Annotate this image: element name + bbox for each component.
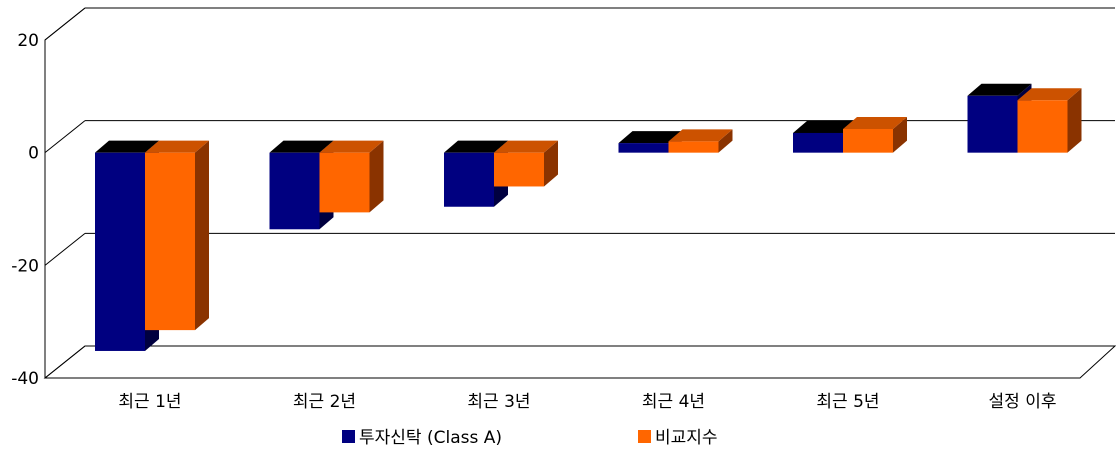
back-wall-left-edge [44, 7, 86, 378]
x-tick-label: 최근 5년 [816, 392, 879, 412]
bar-top [494, 140, 558, 153]
bar-top [843, 117, 907, 130]
bar-top [95, 140, 159, 153]
y-tick-label: -40 [11, 369, 39, 389]
y-tick-label: -20 [11, 256, 39, 276]
floor [43, 345, 1116, 379]
x-axis-labels: 최근 1년 최근 2년 최근 3년 최근 4년 최근 5년 설정 이후 [118, 392, 1056, 412]
bars [95, 83, 1082, 351]
legend-swatch [638, 430, 651, 443]
bar-front [444, 152, 494, 207]
bar-top [967, 83, 1032, 96]
legend-label: 비교지수 [655, 428, 718, 448]
bar-top [1017, 88, 1082, 101]
bar-front [145, 152, 195, 331]
y-tick-label: 20 [17, 31, 39, 51]
bar-top [793, 120, 857, 133]
gridline-depth [44, 120, 86, 154]
x-tick-label: 최근 2년 [293, 392, 356, 412]
bar-front [269, 152, 320, 230]
bar-front [793, 132, 843, 153]
gridline-depth [44, 7, 86, 41]
x-tick-label: 최근 4년 [642, 392, 705, 412]
bar-side [718, 129, 733, 153]
bar-front [668, 141, 719, 153]
x-tick-label: 설정 이후 [989, 392, 1057, 412]
bar-front [618, 143, 669, 153]
bar-top [668, 129, 733, 142]
bar-front [967, 95, 1018, 153]
legend: 투자신탁 (Class A) 비교지수 [342, 428, 718, 448]
gridline-depth [44, 345, 86, 379]
bar-top [444, 140, 508, 153]
bar-side [1067, 88, 1082, 153]
bar-top [269, 140, 334, 153]
bar-side [195, 140, 209, 331]
bar [494, 140, 558, 187]
bar [668, 129, 733, 153]
bar [319, 140, 384, 213]
bar [793, 120, 857, 153]
bar [843, 117, 907, 153]
bar-side [893, 117, 907, 153]
bar-top [319, 140, 384, 153]
grid-lines [44, 7, 1115, 379]
bar [1017, 88, 1082, 153]
legend-item: 투자신탁 (Class A) [342, 428, 502, 448]
bar-front [1017, 100, 1068, 153]
legend-item: 비교지수 [638, 428, 718, 448]
legend-label: 투자신탁 (Class A) [359, 428, 502, 448]
bar [145, 140, 209, 331]
gridline-depth [44, 232, 86, 266]
bar-front [843, 129, 893, 153]
bar-front [494, 152, 544, 187]
legend-swatch [342, 430, 355, 443]
bar-front [95, 152, 145, 351]
x-tick-label: 최근 1년 [118, 392, 181, 412]
y-tick-label: 0 [28, 144, 39, 164]
bar-top [618, 131, 683, 144]
x-tick-label: 최근 3년 [467, 392, 530, 412]
bar-side [369, 140, 384, 213]
y-axis-ticks: 20 0 -20 -40 [11, 31, 39, 389]
bar-side [544, 140, 558, 187]
bar-top [145, 140, 209, 153]
bar-front [319, 152, 370, 213]
